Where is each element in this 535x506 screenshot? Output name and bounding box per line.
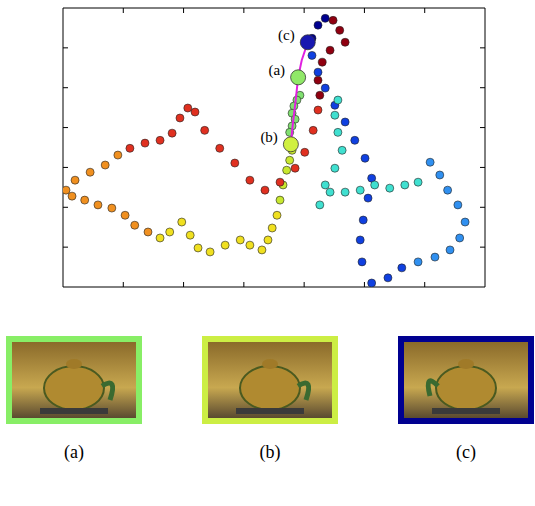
html-text:(b): (b) xyxy=(259,442,281,462)
html-text:(a): (a) xyxy=(64,442,84,462)
svg-text:(a): (a) xyxy=(268,62,285,79)
svg-text:(b): (b) xyxy=(260,129,278,146)
html-text:(c): (c) xyxy=(456,442,476,462)
svg-text:(c): (c) xyxy=(278,27,295,44)
